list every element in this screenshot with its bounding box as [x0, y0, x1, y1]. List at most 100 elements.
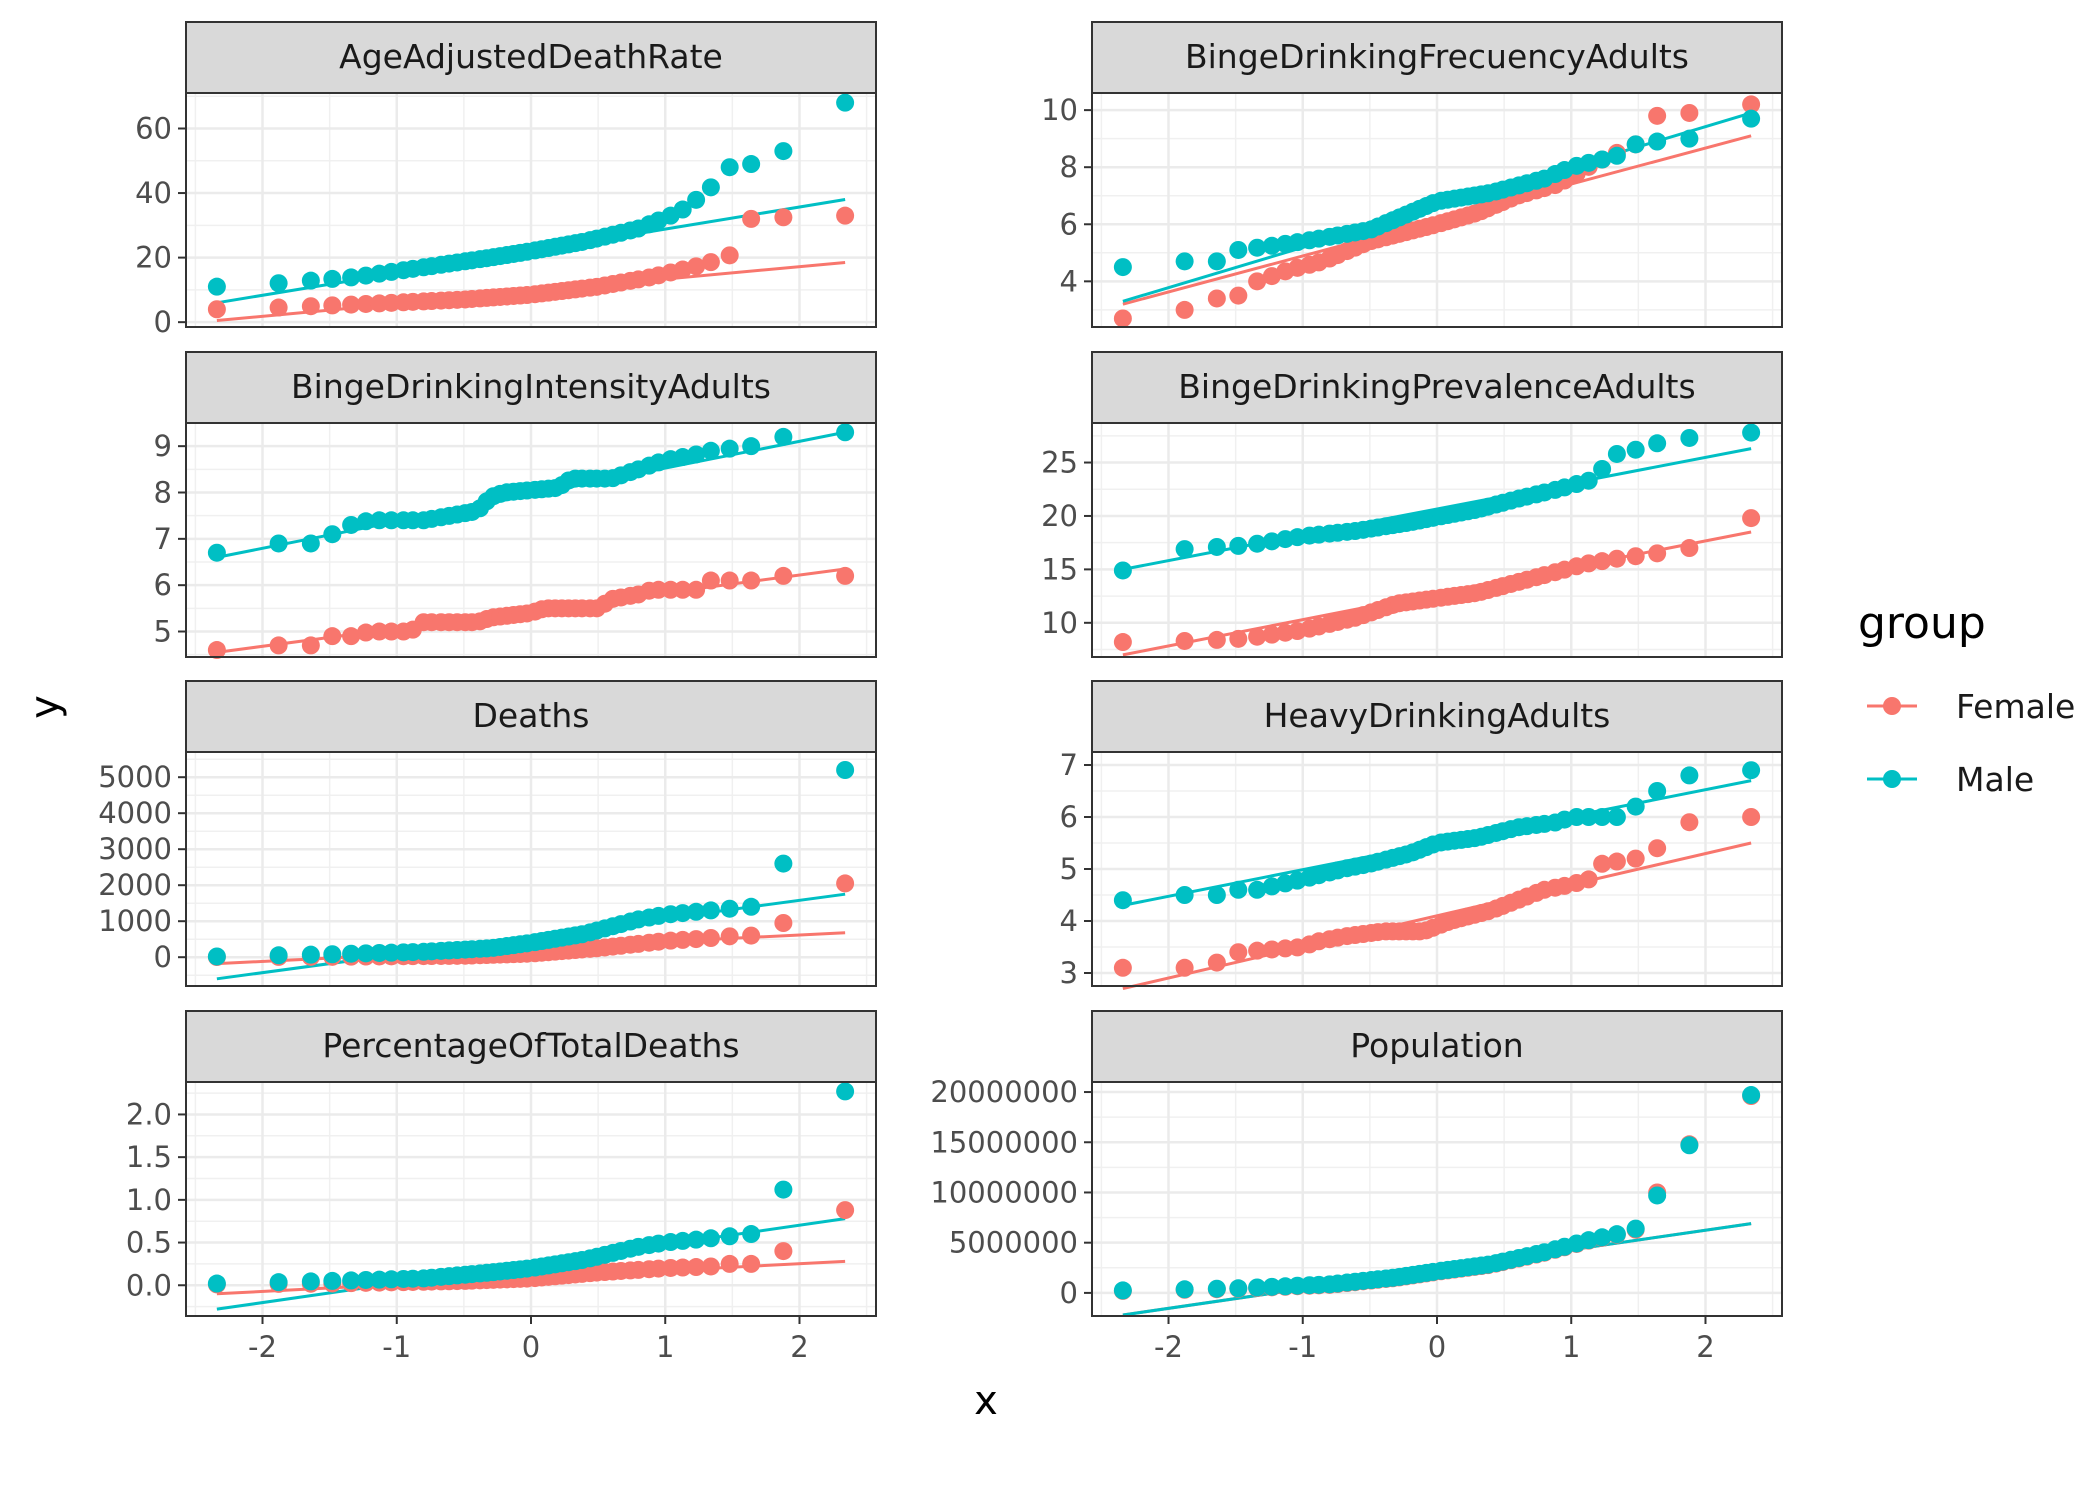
x-tick-label: 1 — [1562, 1330, 1580, 1364]
data-point — [1648, 544, 1667, 563]
data-point — [1607, 808, 1626, 826]
data-point — [1648, 839, 1667, 858]
y-tick-label: 20 — [1041, 499, 1078, 533]
data-point — [1175, 886, 1194, 904]
legend-key-point-female — [1883, 697, 1901, 715]
data-point — [701, 929, 720, 947]
data-point — [1207, 630, 1226, 649]
data-point — [207, 641, 226, 660]
x-axis-ticks: -2 -1 0 1 2 -2 -1 0 1 2 — [248, 1316, 1715, 1364]
data-point — [1229, 1279, 1248, 1298]
gridlines — [1092, 1082, 1782, 1316]
legend-item-male: Male — [1867, 760, 2034, 799]
legend-item-female: Female — [1867, 687, 2075, 726]
series-female — [1122, 841, 1752, 991]
data-point — [1262, 625, 1281, 644]
data-point — [1626, 135, 1645, 154]
data-point — [1626, 440, 1645, 459]
y-tick-label: 0.5 — [126, 1226, 172, 1260]
panel-border — [1091, 751, 1783, 987]
points-female — [207, 566, 855, 660]
points-male — [207, 761, 855, 966]
panel-border — [185, 422, 877, 658]
y-tick-label: 10000000 — [930, 1175, 1078, 1209]
data-point — [701, 571, 720, 590]
data-point — [1742, 95, 1761, 114]
data-point — [1579, 870, 1598, 889]
data-point — [1579, 471, 1598, 490]
data-point — [774, 566, 793, 585]
data-point — [207, 947, 226, 966]
x-tick-label: -2 — [248, 1330, 277, 1364]
data-point — [301, 271, 320, 290]
data-point — [1175, 300, 1194, 319]
facet-strip — [185, 680, 877, 753]
data-point — [673, 1231, 692, 1250]
data-point — [323, 269, 342, 288]
points-male — [207, 423, 855, 562]
y-tick-label: 6 — [1060, 207, 1078, 241]
data-point — [1626, 547, 1645, 566]
data-point — [207, 277, 226, 296]
data-point — [720, 571, 739, 590]
data-point — [1607, 444, 1626, 463]
data-point — [687, 1258, 706, 1277]
facet-strip — [185, 21, 877, 94]
legend-key-point-male — [1883, 770, 1901, 788]
data-point — [1742, 423, 1761, 442]
legend-title: group — [1858, 598, 1986, 649]
points-male — [1113, 109, 1761, 277]
data-point — [1579, 808, 1598, 826]
data-point — [720, 899, 739, 918]
facet-panel-binge-drinking-intensity-adults: BingeDrinkingIntensityAdults 5 6 7 8 9 — [154, 351, 877, 660]
data-point — [720, 1227, 739, 1246]
data-point — [301, 1272, 320, 1291]
data-point — [1207, 886, 1226, 904]
y-tick-label: 4 — [1060, 904, 1078, 938]
data-point — [1648, 106, 1667, 125]
data-point — [1175, 252, 1194, 271]
data-point — [1113, 258, 1132, 277]
data-point — [342, 515, 361, 534]
data-point — [1207, 252, 1226, 271]
data-point — [1207, 289, 1226, 308]
data-point — [701, 441, 720, 460]
panel-border — [185, 92, 877, 328]
y-tick-label: 4000 — [98, 796, 172, 830]
data-point — [269, 1273, 288, 1292]
facet-panel-population: Population 0 5000000 10000000 15000000 200000… — [930, 1010, 1783, 1317]
data-point — [1593, 808, 1612, 826]
data-point — [1248, 941, 1267, 960]
points-female — [207, 206, 855, 319]
data-point — [1742, 109, 1761, 128]
y-tick-label: 6 — [1060, 800, 1078, 834]
data-point — [1593, 552, 1612, 571]
data-point — [342, 627, 361, 646]
data-point — [1175, 540, 1194, 559]
y-tick-label: 20000000 — [930, 1075, 1078, 1109]
y-axis: 3 4 5 6 7 — [1060, 748, 1092, 990]
data-point — [356, 294, 375, 313]
y-tick-label: 3000 — [98, 832, 172, 866]
data-point — [1229, 629, 1248, 648]
y-tick-label: 8 — [1060, 150, 1078, 184]
data-point — [687, 1230, 706, 1249]
data-point — [687, 930, 706, 949]
data-point — [1248, 272, 1267, 291]
data-point — [1207, 953, 1226, 972]
data-point — [323, 627, 342, 646]
data-point — [1113, 633, 1132, 652]
data-point — [1113, 891, 1132, 910]
data-point — [742, 571, 761, 590]
data-point — [1248, 534, 1267, 553]
data-point — [1607, 146, 1626, 165]
data-point — [774, 854, 793, 873]
data-point — [1607, 1225, 1626, 1244]
data-point — [323, 525, 342, 544]
facet-panel-percentage-of-total-deaths: PercentageOfTotalDeaths 0.0 0.5 1.0 1.5 2.0 — [126, 1010, 877, 1317]
legend: group Female Male — [1858, 598, 2075, 799]
data-point — [1680, 129, 1699, 148]
y-tick-label: 10 — [1041, 606, 1078, 640]
